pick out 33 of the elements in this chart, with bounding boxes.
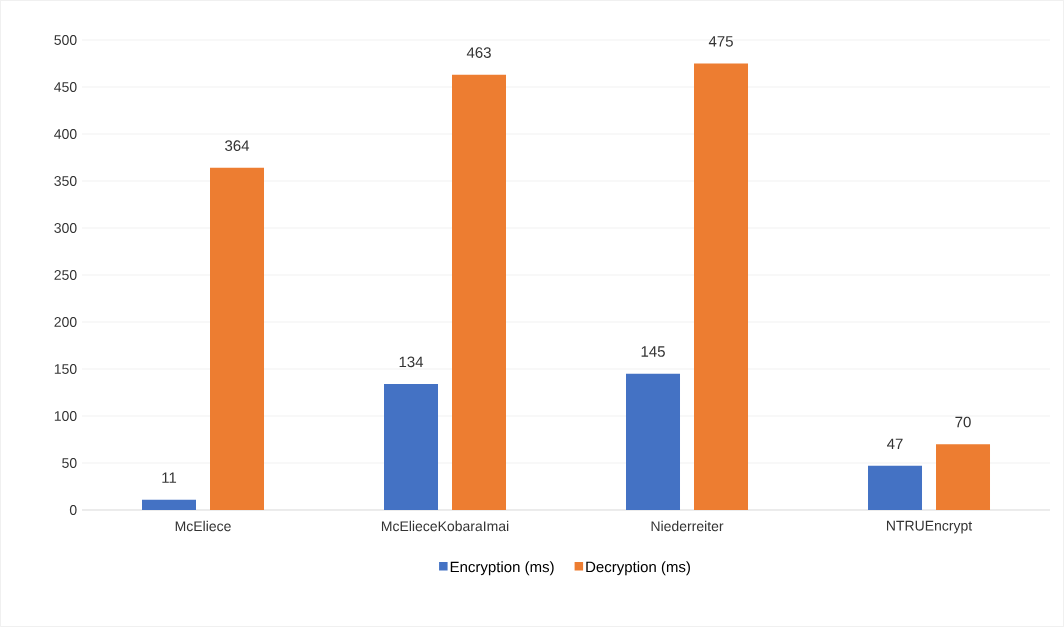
y-tick-label: 500 [54,35,77,45]
data-label: 11 [162,472,177,483]
bar [936,444,991,510]
x-tick-label: McElieceKobaraImai [381,520,509,532]
bar [868,465,923,510]
x-tick-label: McEliece [175,520,231,532]
y-tick-label: 300 [54,223,77,233]
legend-label: Decryption (ms) [586,561,690,576]
bar [142,499,196,510]
y-tick-label: 200 [54,317,77,327]
data-label: 475 [708,36,733,47]
y-tick-label: 250 [54,270,77,280]
data-label: 134 [399,356,424,368]
data-label: 145 [641,346,665,357]
y-tick-label: 350 [54,176,77,186]
legend-label: Encryption (ms) [450,561,554,576]
y-tick-label: 0 [69,505,77,515]
bar [452,74,506,510]
y-tick-label: 50 [62,458,77,468]
bar [694,63,749,510]
data-label: 364 [225,140,250,151]
y-tick-label: 150 [54,364,77,374]
bar [626,373,680,510]
y-tick-label: 100 [54,411,77,421]
x-tick-label: NTRUEncrypt [886,520,973,534]
data-label: 70 [955,416,971,428]
y-tick-label: 450 [54,82,77,92]
y-tick-label: 400 [54,129,77,139]
data-label: 463 [466,47,491,58]
x-tick-label: Niederreiter [651,520,724,532]
bar [384,384,438,510]
bar [210,167,264,510]
data-label: 47 [887,438,903,449]
